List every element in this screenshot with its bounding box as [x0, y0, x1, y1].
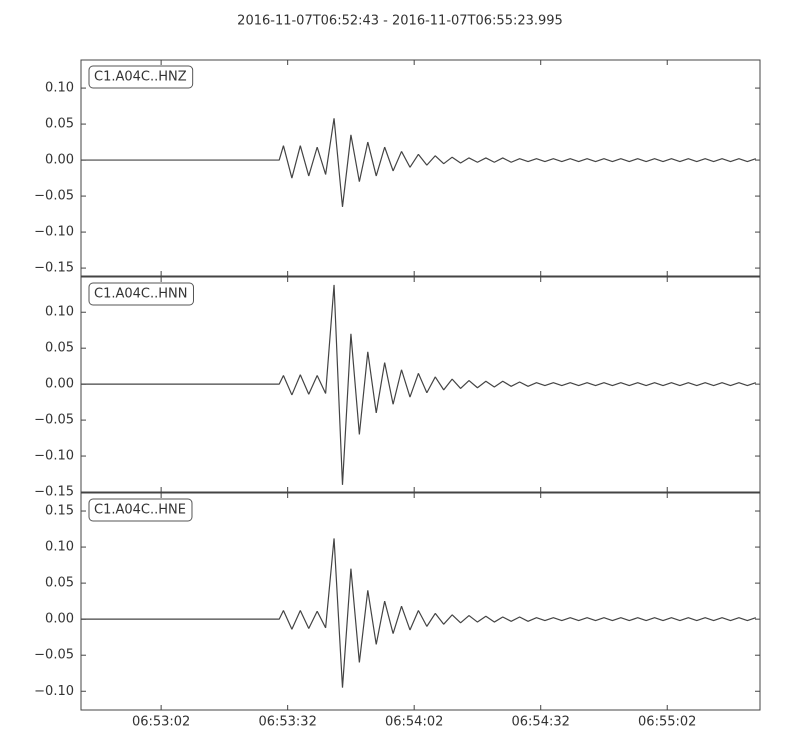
y-tick-label: −0.15 — [34, 485, 74, 500]
y-tick-label: 0.05 — [45, 117, 74, 132]
y-tick-label: −0.05 — [34, 189, 74, 204]
y-tick-label: −0.05 — [34, 413, 74, 428]
legend: C1.A04C..HNE — [88, 498, 193, 522]
y-tick-label: 0.10 — [45, 540, 74, 555]
legend-label: C1.A04C..HNN — [94, 287, 187, 302]
y-tick-label: 0.00 — [45, 612, 74, 627]
plot-frame — [80, 276, 761, 493]
legend-box — [88, 498, 193, 522]
plot-frame — [80, 492, 761, 711]
y-tick-label: 0.10 — [45, 81, 74, 96]
legend-box — [88, 65, 194, 89]
y-tick-label: 0.05 — [45, 341, 74, 356]
y-tick-label: −0.10 — [34, 684, 74, 699]
y-tick-label: −0.10 — [34, 225, 74, 240]
x-tick-label: 06:53:02 — [132, 715, 190, 730]
legend: C1.A04C..HNN — [88, 282, 194, 306]
waveform — [81, 284, 756, 485]
y-tick-label: −0.10 — [34, 449, 74, 464]
y-tick-label: 0.15 — [45, 504, 74, 519]
legend-label: C1.A04C..HNE — [94, 503, 186, 518]
chart-title: 2016-11-07T06:52:43 - 2016-11-07T06:55:2… — [237, 14, 563, 29]
x-tick-label: 06:55:02 — [638, 715, 696, 730]
legend-label: C1.A04C..HNZ — [94, 70, 187, 85]
waveform — [81, 118, 756, 207]
legend: C1.A04C..HNZ — [88, 65, 194, 89]
y-tick-label: 0.00 — [45, 153, 74, 168]
x-tick-label: 06:54:32 — [512, 715, 570, 730]
y-tick-label: 0.00 — [45, 377, 74, 392]
y-tick-label: 0.05 — [45, 576, 74, 591]
x-tick-label: 06:53:32 — [258, 715, 316, 730]
waveform — [81, 538, 756, 688]
y-tick-label: 0.10 — [45, 305, 74, 320]
x-tick-label: 06:54:02 — [385, 715, 443, 730]
plot-frame — [80, 59, 761, 277]
y-tick-label: −0.15 — [34, 261, 74, 276]
y-tick-label: −0.05 — [34, 648, 74, 663]
legend-box — [88, 282, 194, 306]
